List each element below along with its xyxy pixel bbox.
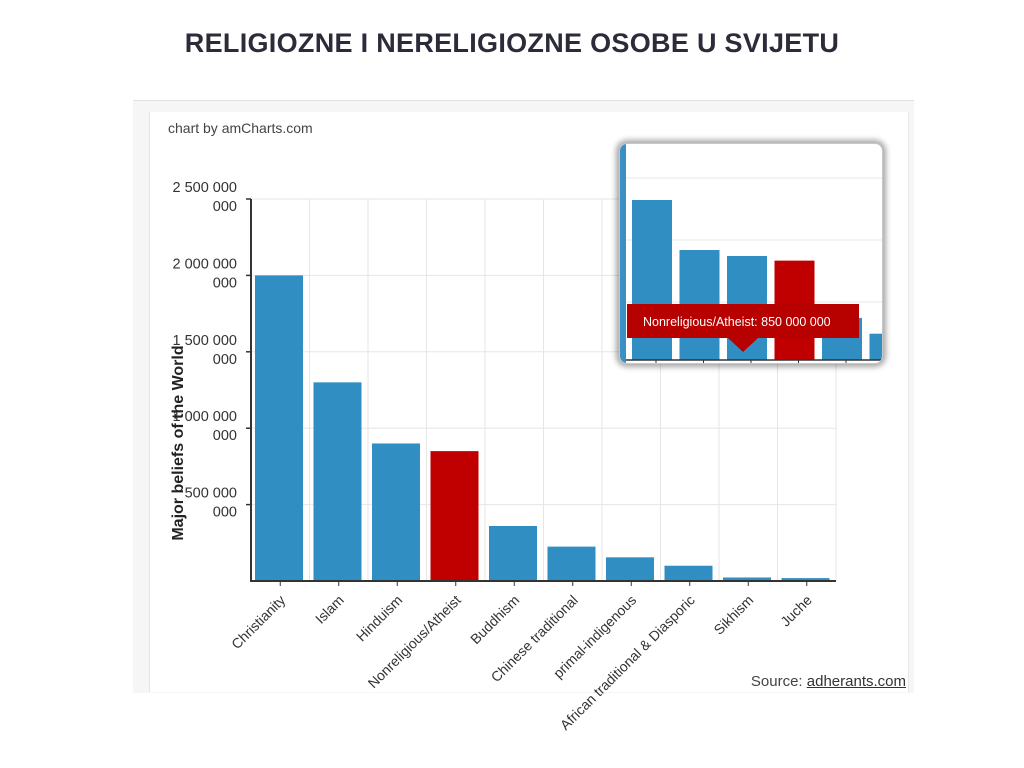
y-tick-label-cont: 000 (213, 275, 237, 291)
inset-bar-chinese-traditional[interactable] (869, 333, 883, 360)
source-note: Source: adherants.com (751, 673, 906, 690)
y-tick-label: 2 500 000 (172, 180, 237, 196)
x-tick-label: Sikhism (710, 592, 756, 638)
inset-edge-bar (620, 144, 626, 363)
bar-hinduism[interactable] (372, 443, 420, 581)
bar-chinese-traditional[interactable] (547, 546, 596, 581)
axes (246, 198, 836, 586)
bar-islam[interactable] (313, 382, 362, 581)
bar-juche[interactable] (781, 578, 830, 581)
y-tick-label: 500 000 (185, 486, 237, 502)
x-tick-label: Buddhism (467, 592, 522, 647)
y-tick-label-cont: 000 (213, 505, 237, 521)
y-tick-label-cont: 000 (213, 199, 237, 215)
zoom-inset: Nonreligious/Atheist: 850 000 000 (619, 143, 883, 364)
bar-nonreligious-atheist[interactable] (430, 451, 479, 581)
x-tick-label: Juche (777, 592, 815, 630)
bar-buddhism[interactable] (489, 525, 537, 581)
y-axis-title: Major beliefs of the World (170, 345, 187, 540)
x-tick-label: Christianity (228, 592, 288, 652)
y-tick-label: 2 000 000 (172, 256, 237, 272)
source-prefix: Source: (750, 673, 807, 690)
bar-african-traditional-diasporic[interactable] (664, 565, 713, 581)
source-link[interactable]: adherants.com (806, 673, 906, 690)
tooltip: Nonreligious/Atheist: 850 000 000 (627, 304, 859, 352)
bar-series (255, 275, 830, 581)
slide-title: RELIGIOZNE I NERELIGIOZNE OSOBE U SVIJET… (184, 28, 840, 58)
y-tick-label: 1 500 000 (172, 333, 237, 349)
y-tick-label-cont: 000 (213, 352, 237, 368)
bar-sikhism[interactable] (723, 577, 771, 581)
chart-credit[interactable]: chart by amCharts.com (168, 120, 313, 136)
tooltip-text: Nonreligious/Atheist: 850 000 000 (643, 315, 831, 329)
x-tick-label: Islam (312, 592, 347, 627)
bar-christianity[interactable] (255, 275, 303, 581)
bar-primal-indigenous[interactable] (606, 557, 654, 581)
tooltip-pointer (728, 338, 758, 352)
y-tick-label: 1 000 000 (172, 409, 237, 425)
y-tick-label-cont: 000 (213, 428, 237, 444)
x-tick-label: Hinduism (353, 592, 406, 645)
inset-bar-chart: Nonreligious/Atheist: 850 000 000 (626, 177, 883, 363)
tooltip-box (627, 304, 859, 338)
